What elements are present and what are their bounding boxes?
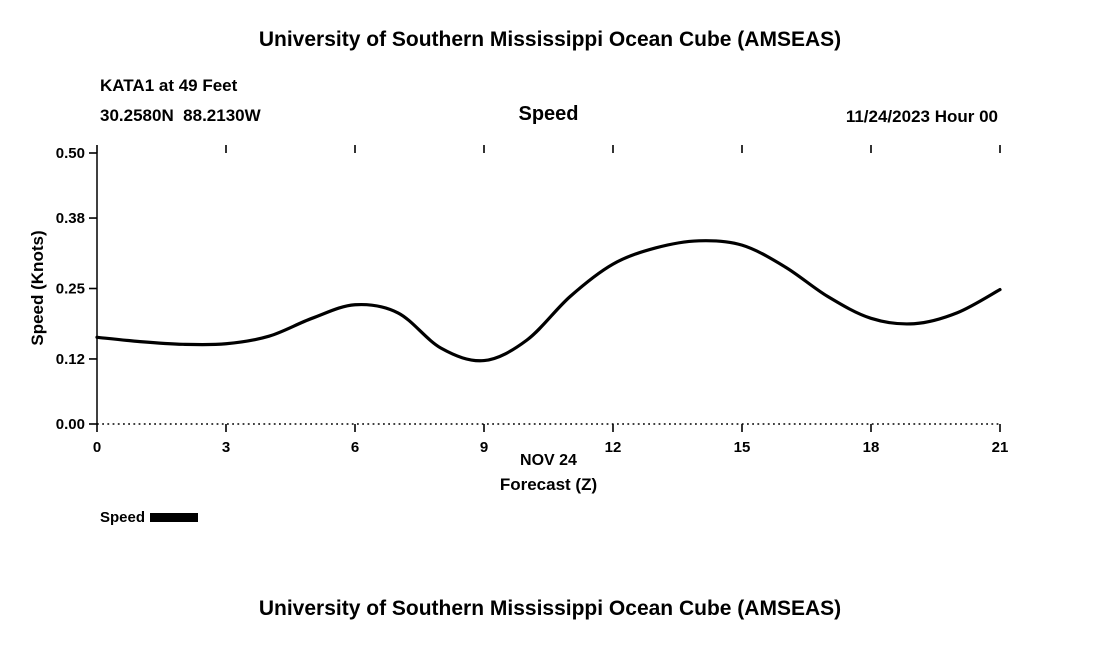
x-tick-label: 18 (863, 439, 880, 456)
footer-title: University of Southern Mississippi Ocean… (258, 597, 842, 620)
station-name-label: KATA1 at 49 Feet (100, 76, 238, 95)
legend-line-swatch (150, 513, 199, 522)
y-tick-label: 0.38 (56, 210, 85, 227)
station-coordinates-label: 30.2580N 88.2130W (100, 106, 261, 125)
forecast-date-label: 11/24/2023 Hour 00 (845, 107, 998, 126)
y-tick-label: 0.50 (56, 145, 85, 162)
x-axis-date-label: NOV 24 (520, 452, 577, 469)
x-tick-label: 0 (93, 439, 101, 456)
y-tick-label: 0.25 (56, 281, 85, 298)
speed-line-chart: 0 3 6 9 12 15 18 21 0.00 0.12 0.25 0.38 0.50 (56, 145, 1009, 456)
x-tick-label: 3 (222, 439, 230, 456)
y-tick-label: 0.00 (56, 416, 85, 433)
legend-label: Speed (100, 509, 146, 526)
x-tick-label: 15 (734, 439, 751, 456)
x-tick-label: 21 (992, 439, 1009, 456)
x-axis-label: Forecast (Z) (499, 475, 598, 494)
x-tick-label: 9 (480, 439, 488, 456)
chart-subtitle: Speed (518, 103, 579, 125)
speed-curve (95, 239, 1002, 363)
x-tick-label: 12 (605, 439, 622, 456)
legend: Speed (100, 509, 199, 526)
x-tick-label: 6 (351, 439, 359, 456)
y-tick-label: 0.12 (56, 351, 85, 368)
main-title: University of Southern Mississippi Ocean… (258, 28, 842, 51)
